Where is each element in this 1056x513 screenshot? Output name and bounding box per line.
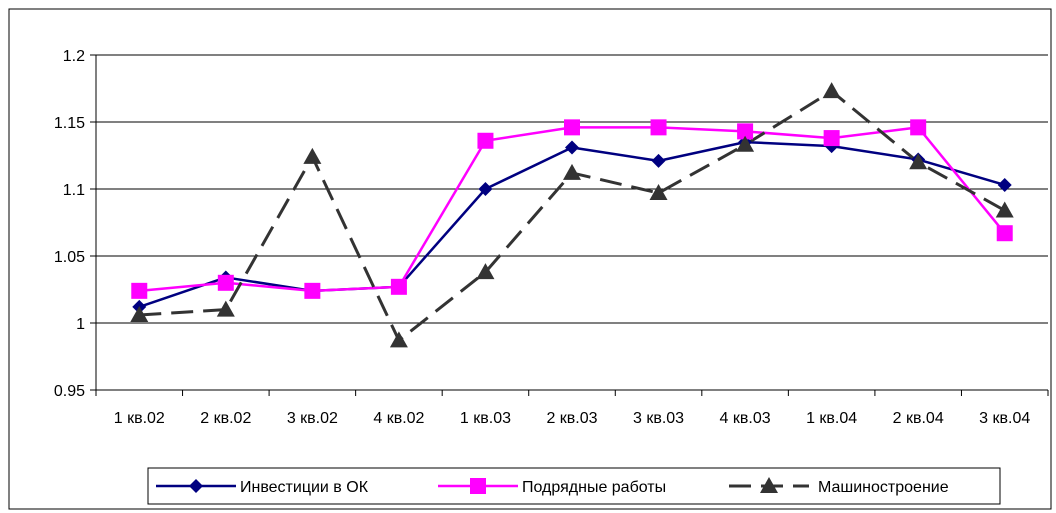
series-2-point	[737, 123, 754, 140]
series-3-point	[822, 82, 841, 99]
legend-marker-3	[760, 477, 778, 493]
series-2-point	[304, 282, 321, 299]
legend: Инвестиции в ОК Подрядные работы Машиностр…	[147, 467, 1001, 505]
series-3-point	[909, 153, 928, 170]
x-tick-label: 2 кв.02	[200, 410, 251, 427]
series-group	[130, 82, 1014, 348]
series-1-point	[478, 182, 493, 196]
x-axis-ticks: 1 кв.02 2 кв.02 3 кв.02 4 кв.02 1 кв.03 2 кв.…	[95, 390, 1049, 427]
series-2-point	[823, 130, 840, 147]
axes	[95, 55, 1048, 391]
series-3-point	[130, 305, 149, 322]
series-1-point	[565, 140, 579, 155]
y-tick-label: 1	[76, 316, 85, 333]
series-3-point	[476, 263, 495, 280]
series-2-point	[564, 119, 580, 136]
series-2-point	[996, 225, 1013, 242]
series-1-point	[997, 177, 1012, 192]
series-3-point	[736, 135, 755, 152]
x-tick-label: 1 кв.04	[806, 410, 857, 427]
y-tick-label: 1.1	[63, 182, 85, 199]
series-1-point	[651, 153, 666, 168]
series-2-point	[390, 278, 407, 295]
series-2-point	[477, 132, 494, 149]
series-3-point	[389, 331, 408, 348]
series-2-point	[650, 119, 667, 136]
series-2-point	[217, 274, 234, 291]
series-3-point	[995, 201, 1014, 218]
x-tick-label: 3 кв.02	[287, 410, 338, 427]
x-tick-label: 4 кв.02	[373, 410, 424, 427]
series-2-point	[131, 282, 148, 299]
legend-marker-2	[470, 478, 486, 494]
y-tick-label: 1.15	[54, 115, 85, 132]
legend-label-2: Подрядные работы	[522, 479, 666, 496]
x-tick-label: 2 кв.04	[893, 410, 944, 427]
series-3-point	[216, 300, 235, 317]
x-tick-label: 2 кв.03	[546, 410, 597, 427]
series-3-point	[649, 184, 668, 201]
x-tick-label: 3 кв.03	[633, 410, 684, 427]
x-tick-label: 3 кв.04	[979, 410, 1030, 427]
x-tick-label: 1 кв.02	[114, 410, 165, 427]
y-tick-label: 1.2	[63, 48, 85, 65]
legend-label-1: Инвестиции в ОК	[240, 479, 369, 496]
legend-box	[147, 467, 1001, 505]
y-tick-label: 1.05	[54, 249, 85, 266]
legend-label-3: Машиностроение	[818, 479, 949, 496]
x-tick-label: 4 кв.03	[720, 410, 771, 427]
y-tick-label: 0.95	[54, 383, 85, 400]
y-axis-ticks: 0.95 1 1.05 1.1 1.15 1.2	[54, 48, 96, 400]
x-tick-label: 1 кв.03	[460, 410, 511, 427]
series-3-point	[563, 163, 581, 180]
legend-marker-1	[189, 479, 203, 493]
series-3-point	[303, 147, 322, 164]
chart-frame	[8, 8, 1052, 510]
series-2-point	[910, 119, 927, 136]
